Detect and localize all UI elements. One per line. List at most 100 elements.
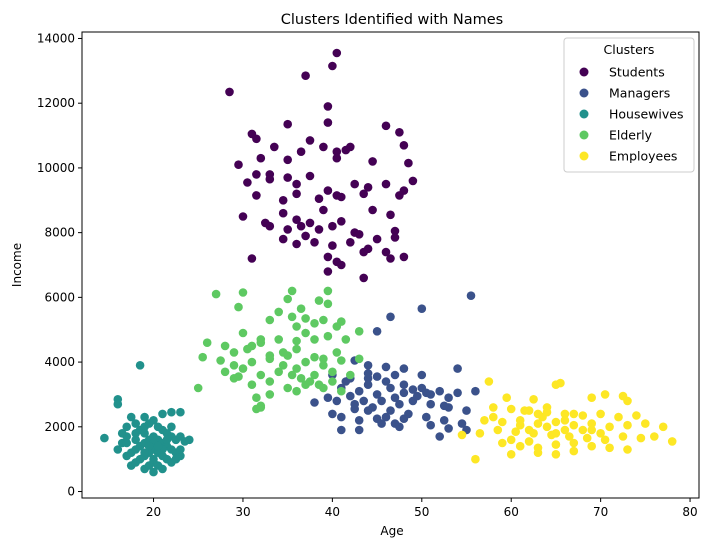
data-point (283, 155, 293, 165)
x-axis-title: Age (380, 524, 403, 538)
data-point (623, 445, 632, 454)
data-point (292, 386, 301, 396)
data-point (520, 406, 529, 415)
data-point (623, 396, 632, 406)
data-point (399, 252, 409, 262)
data-point (310, 370, 319, 380)
data-point (292, 336, 301, 346)
data-point (323, 252, 333, 262)
data-point (323, 331, 333, 341)
data-point (471, 386, 480, 396)
data-point (346, 238, 355, 247)
data-point (354, 354, 364, 364)
x-tick-label: 30 (235, 505, 250, 519)
data-point (176, 407, 185, 417)
data-point (323, 102, 333, 111)
legend-title: Clusters (604, 42, 655, 57)
data-point (359, 189, 369, 199)
data-point (453, 388, 462, 398)
data-point (381, 247, 391, 257)
y-axis-title: Income (10, 243, 24, 287)
data-point (386, 254, 395, 263)
data-point (381, 121, 391, 131)
data-point (332, 147, 342, 156)
data-point (225, 87, 234, 97)
data-point (287, 370, 297, 380)
data-point (341, 377, 351, 386)
data-point (283, 173, 293, 182)
y-tick-label: 6000 (44, 290, 75, 304)
data-point (493, 425, 503, 435)
data-point (332, 396, 342, 406)
data-point (569, 420, 579, 430)
data-point (354, 416, 364, 425)
data-point (337, 356, 346, 365)
data-point (301, 71, 310, 80)
y-tick-label: 14000 (37, 31, 75, 45)
chart-title: Clusters Identified with Names (281, 12, 504, 28)
data-point (305, 218, 315, 228)
data-point (368, 205, 377, 215)
data-point (292, 189, 301, 199)
data-point (435, 386, 445, 396)
data-point (310, 335, 319, 344)
x-tick-label: 20 (146, 505, 161, 519)
data-point (234, 160, 243, 169)
data-point (274, 307, 284, 317)
data-point (515, 420, 525, 430)
data-point (131, 419, 140, 428)
data-point (296, 304, 306, 314)
data-point (395, 422, 404, 432)
data-point (506, 404, 516, 414)
legend-label: Housewives (609, 107, 683, 122)
data-point (381, 179, 391, 189)
data-point (650, 432, 659, 441)
data-point (278, 361, 288, 370)
data-point (328, 241, 337, 250)
data-point (328, 377, 337, 386)
data-point (234, 302, 243, 312)
data-point (323, 186, 333, 195)
data-point (301, 231, 310, 241)
data-point (252, 170, 261, 179)
legend-marker (579, 130, 589, 140)
data-point (341, 335, 351, 344)
data-point (171, 454, 181, 464)
data-point (122, 438, 131, 448)
data-point (587, 441, 596, 451)
data-point (658, 422, 668, 432)
data-point (167, 422, 176, 432)
data-point (524, 437, 534, 446)
data-point (600, 435, 610, 445)
data-point (417, 304, 427, 314)
data-point (229, 361, 239, 370)
data-point (265, 315, 275, 325)
data-point (337, 260, 346, 270)
data-point (310, 398, 319, 407)
data-point (667, 437, 677, 446)
data-point (301, 328, 310, 338)
data-point (211, 289, 221, 299)
data-point (386, 406, 395, 415)
data-point (399, 141, 409, 150)
data-point (158, 464, 167, 474)
data-point (283, 119, 293, 129)
x-tick-label: 70 (593, 505, 608, 519)
data-point (256, 403, 266, 412)
data-point (126, 412, 136, 422)
data-point (332, 48, 342, 58)
data-point (319, 315, 328, 325)
data-point (399, 380, 409, 390)
data-point (372, 327, 382, 336)
data-point (444, 424, 453, 433)
data-point (287, 312, 297, 322)
data-point (632, 411, 641, 420)
data-point (328, 61, 337, 71)
data-point (328, 367, 337, 377)
legend-marker (579, 88, 589, 98)
data-point (386, 383, 395, 393)
data-point (131, 435, 140, 445)
data-point (135, 361, 145, 370)
data-point (314, 194, 324, 203)
data-point (332, 322, 342, 331)
